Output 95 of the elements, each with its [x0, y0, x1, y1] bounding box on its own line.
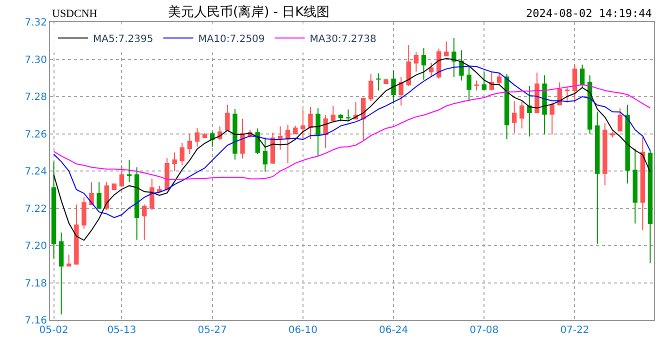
candlestick — [285, 124, 290, 164]
candlestick — [278, 126, 283, 150]
candlestick — [360, 97, 366, 141]
candlestick — [82, 196, 86, 230]
candlestick — [550, 102, 554, 135]
candlestick — [452, 38, 456, 78]
candlestick — [112, 184, 117, 190]
x-tick-label: 06-24 — [379, 325, 408, 336]
candlestick — [542, 74, 547, 135]
y-tick-label: 7.22 — [24, 204, 47, 215]
x-tick-label: 05-13 — [107, 325, 136, 336]
candlestick — [346, 109, 351, 122]
candlestick — [398, 76, 404, 106]
chart-subtitle: USDCNH — [52, 8, 98, 20]
y-tick-label: 7.32 — [24, 18, 47, 28]
candlestick — [126, 159, 132, 183]
text: 2024-08-02 14:19:44 — [526, 7, 652, 20]
candlestick — [51, 161, 56, 260]
candlestick — [172, 152, 177, 172]
candlestick — [89, 182, 94, 206]
candlestick — [564, 86, 570, 103]
candlestick — [330, 106, 336, 122]
legend-label: MA30:7.2738 — [310, 34, 376, 45]
candlestick — [293, 125, 298, 134]
candlestick — [587, 74, 592, 134]
candlestick — [648, 149, 653, 264]
candlestick — [376, 72, 381, 92]
y-tick-label: 7.26 — [24, 129, 47, 140]
candlestick — [134, 166, 140, 240]
line-series — [53, 58, 651, 241]
candlestick — [202, 132, 208, 138]
candlestick — [428, 62, 434, 78]
candlestick — [632, 148, 638, 224]
candlestick — [466, 66, 472, 102]
candlestick — [625, 104, 630, 184]
candlestick — [232, 108, 238, 160]
x-tick-label: 05-02 — [39, 325, 68, 336]
y-tick-label: 7.20 — [24, 241, 47, 252]
candlestick — [194, 128, 200, 148]
candlestick — [270, 132, 276, 164]
candlestick — [391, 70, 396, 104]
candlestick — [210, 131, 215, 148]
candlestick — [640, 136, 646, 231]
chart-title: 美元人民币(离岸) - 日K线图 — [168, 4, 330, 20]
candlestick — [520, 101, 524, 129]
candlestick — [610, 132, 615, 138]
candlestick — [323, 114, 328, 148]
line-series — [53, 84, 651, 180]
candlestick — [406, 44, 411, 86]
candlestick — [421, 48, 426, 80]
candlestick — [164, 157, 170, 192]
x-tick-label: 06-10 — [288, 325, 318, 336]
x-tick-label: 05-27 — [198, 325, 227, 336]
y-tick-label: 7.18 — [24, 278, 47, 290]
x-tick-label: 07-22 — [560, 325, 590, 336]
candlestick — [414, 52, 419, 72]
candlestick — [444, 41, 449, 56]
candlestick — [240, 118, 245, 160]
y-tick-label: 7.16 — [24, 316, 47, 326]
x-tick-label: 07-08 — [470, 325, 499, 336]
candlestick — [482, 71, 486, 92]
candlestick — [368, 74, 374, 102]
candlestick — [512, 100, 517, 134]
candlestick — [157, 185, 162, 192]
candlestick — [96, 182, 102, 209]
candlestick — [496, 72, 502, 85]
y-tick-label: 7.30 — [24, 54, 47, 66]
candlestick — [225, 104, 230, 131]
candlestick — [316, 108, 320, 156]
candlestick — [504, 74, 510, 140]
candlestick — [66, 254, 72, 266]
candlestick — [580, 64, 585, 88]
candlestick — [104, 182, 109, 211]
candlestick — [58, 232, 64, 315]
candlestick — [150, 178, 154, 211]
candlestick — [474, 80, 479, 92]
y-tick-label: 7.24 — [24, 166, 47, 178]
candlestick — [602, 122, 608, 186]
candlestick — [527, 85, 532, 138]
line-series — [53, 66, 651, 218]
candlestick — [384, 78, 388, 85]
candlestick — [119, 164, 124, 186]
legend-label: MA10:7.2509 — [198, 34, 265, 45]
candlestick — [74, 204, 79, 265]
candlestick — [142, 204, 147, 240]
candlestick — [572, 64, 578, 103]
candlestick — [300, 109, 306, 140]
legend-label: MA5:7.2395 — [93, 34, 154, 45]
y-tick-label: 7.28 — [24, 92, 47, 103]
candlestick — [618, 108, 622, 132]
candlestick — [595, 111, 600, 244]
candlestick — [262, 136, 268, 172]
candlestick — [308, 106, 313, 140]
candlestick — [187, 133, 192, 155]
candlestick — [180, 142, 184, 166]
